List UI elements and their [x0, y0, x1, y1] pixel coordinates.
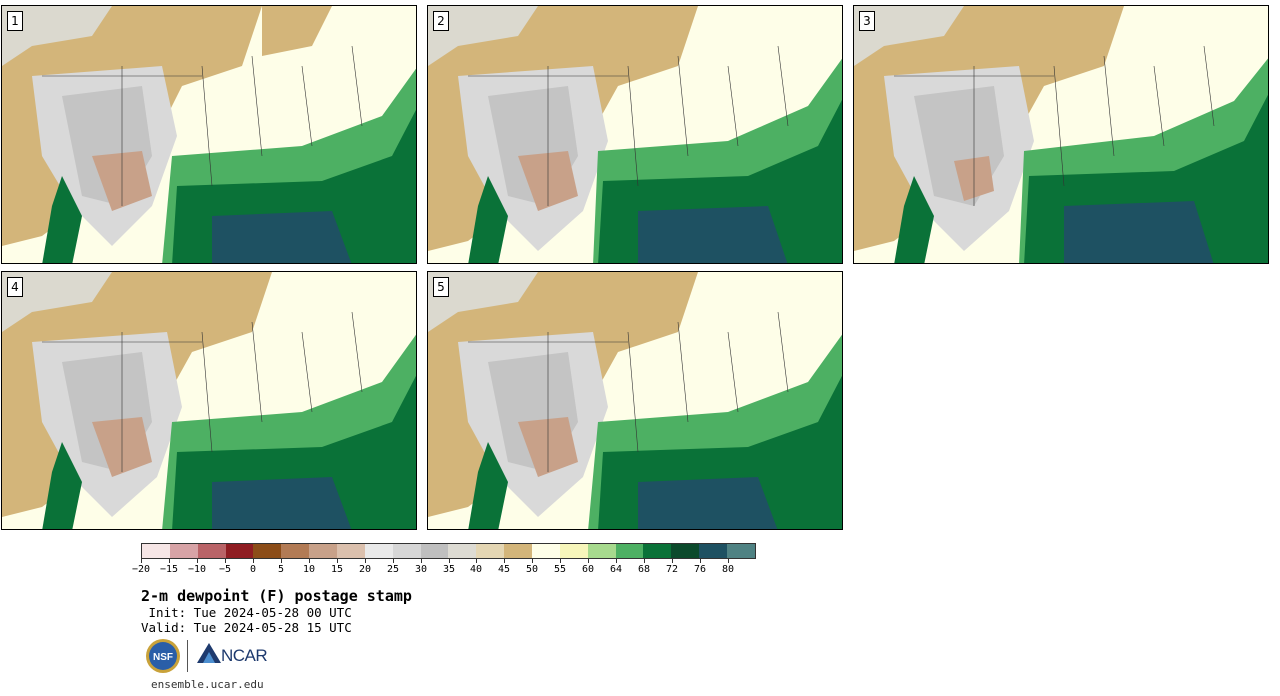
colorbar-tick [309, 559, 310, 563]
colorbar-tick [421, 559, 422, 563]
colorbar-tick [560, 559, 561, 563]
colorbar-tick-label: 50 [525, 564, 539, 575]
colorbar-swatch [142, 544, 170, 558]
dewpoint-map-4 [2, 272, 416, 529]
valid-time: Valid: Tue 2024-05-28 15 UTC [141, 620, 352, 635]
colorbar-swatch [476, 544, 505, 558]
init-time: Init: Tue 2024-05-28 00 UTC [141, 605, 352, 620]
ncar-logo-text[interactable]: NCAR [221, 646, 268, 665]
colorbar [141, 543, 756, 559]
colorbar-swatch [504, 544, 533, 558]
colorbar-swatch [643, 544, 672, 558]
colorbar-tick-label: 15 [330, 564, 344, 575]
logo-divider [187, 640, 188, 672]
colorbar-swatch [337, 544, 365, 558]
colorbar-tick [281, 559, 282, 563]
nsf-logo[interactable]: NSF [145, 638, 181, 674]
colorbar-tick [644, 559, 645, 563]
colorbar-swatch [587, 544, 616, 558]
colorbar-tick-label: −15 [159, 564, 179, 575]
colorbar-tick [700, 559, 701, 563]
colorbar-swatch [225, 544, 254, 558]
colorbar-swatch [281, 544, 310, 558]
colorbar-tick-label: −10 [187, 564, 207, 575]
dewpoint-map-2 [428, 6, 842, 263]
colorbar-tick-label: 35 [442, 564, 456, 575]
colorbar-tick [225, 559, 226, 563]
map-panel-3[interactable]: 3 [853, 5, 1269, 264]
colorbar-tick [504, 559, 505, 563]
colorbar-tick [588, 559, 589, 563]
dewpoint-map-1 [2, 6, 416, 263]
panel-number: 4 [7, 277, 23, 297]
colorbar-tick-label: 0 [249, 564, 257, 575]
colorbar-tick [476, 559, 477, 563]
ncar-mark-icon [197, 643, 221, 663]
colorbar-tick-label: 25 [386, 564, 400, 575]
colorbar-swatch [253, 544, 282, 558]
map-panel-2[interactable]: 2 [427, 5, 843, 264]
colorbar-swatch [559, 544, 588, 558]
panel-number: 3 [859, 11, 875, 31]
colorbar-tick-label: 40 [469, 564, 483, 575]
dewpoint-map-5 [428, 272, 842, 529]
colorbar-tick [532, 559, 533, 563]
colorbar-tick [253, 559, 254, 563]
colorbar-swatch [392, 544, 421, 558]
colorbar-ticks: −20 −15 −10 −5 0 5 10 15 20 25 30 35 40 45 50 55 60 64 68 7… [132, 559, 756, 579]
colorbar-tick [728, 559, 729, 563]
colorbar-tick [365, 559, 366, 563]
colorbar-swatch [699, 544, 728, 558]
panel-number: 5 [433, 277, 449, 297]
colorbar-tick-label: 76 [693, 564, 707, 575]
page-title: 2-m dewpoint (F) postage stamp [141, 587, 412, 605]
colorbar-tick-label: 10 [302, 564, 316, 575]
colorbar-swatch [197, 544, 226, 558]
colorbar-swatch [532, 544, 560, 558]
panel-number: 2 [433, 11, 449, 31]
colorbar-tick-label: 20 [358, 564, 372, 575]
colorbar-tick-label: 72 [665, 564, 679, 575]
colorbar-tick [393, 559, 394, 563]
colorbar-tick [141, 559, 142, 563]
colorbar-tick [197, 559, 198, 563]
dewpoint-map-3 [854, 6, 1268, 263]
footer-url[interactable]: ensemble.ucar.edu [151, 678, 264, 691]
colorbar-tick-label: 5 [277, 564, 285, 575]
colorbar-swatch [169, 544, 198, 558]
colorbar-tick-label: 80 [721, 564, 735, 575]
map-panel-5[interactable]: 5 [427, 271, 843, 530]
colorbar-tick-label: 64 [609, 564, 623, 575]
colorbar-tick-label: 55 [553, 564, 567, 575]
colorbar-tick [449, 559, 450, 563]
colorbar-tick [616, 559, 617, 563]
colorbar-tick [672, 559, 673, 563]
colorbar-tick-label: 68 [637, 564, 651, 575]
colorbar-swatch [420, 544, 449, 558]
colorbar-tick-label: 60 [581, 564, 595, 575]
colorbar-swatch [727, 544, 755, 558]
colorbar-tick-label: −20 [131, 564, 151, 575]
colorbar-swatch [448, 544, 477, 558]
panel-number: 1 [7, 11, 23, 31]
colorbar-swatch [309, 544, 338, 558]
colorbar-tick [337, 559, 338, 563]
colorbar-tick-label: 45 [497, 564, 511, 575]
colorbar-swatch [364, 544, 393, 558]
map-panel-4[interactable]: 4 [1, 271, 417, 530]
nsf-logo-text: NSF [153, 652, 173, 663]
map-panel-1[interactable]: 1 [1, 5, 417, 264]
colorbar-tick [169, 559, 170, 563]
colorbar-swatch [671, 544, 700, 558]
colorbar-tick-label: −5 [218, 564, 232, 575]
colorbar-swatch [615, 544, 644, 558]
colorbar-tick-label: 30 [414, 564, 428, 575]
